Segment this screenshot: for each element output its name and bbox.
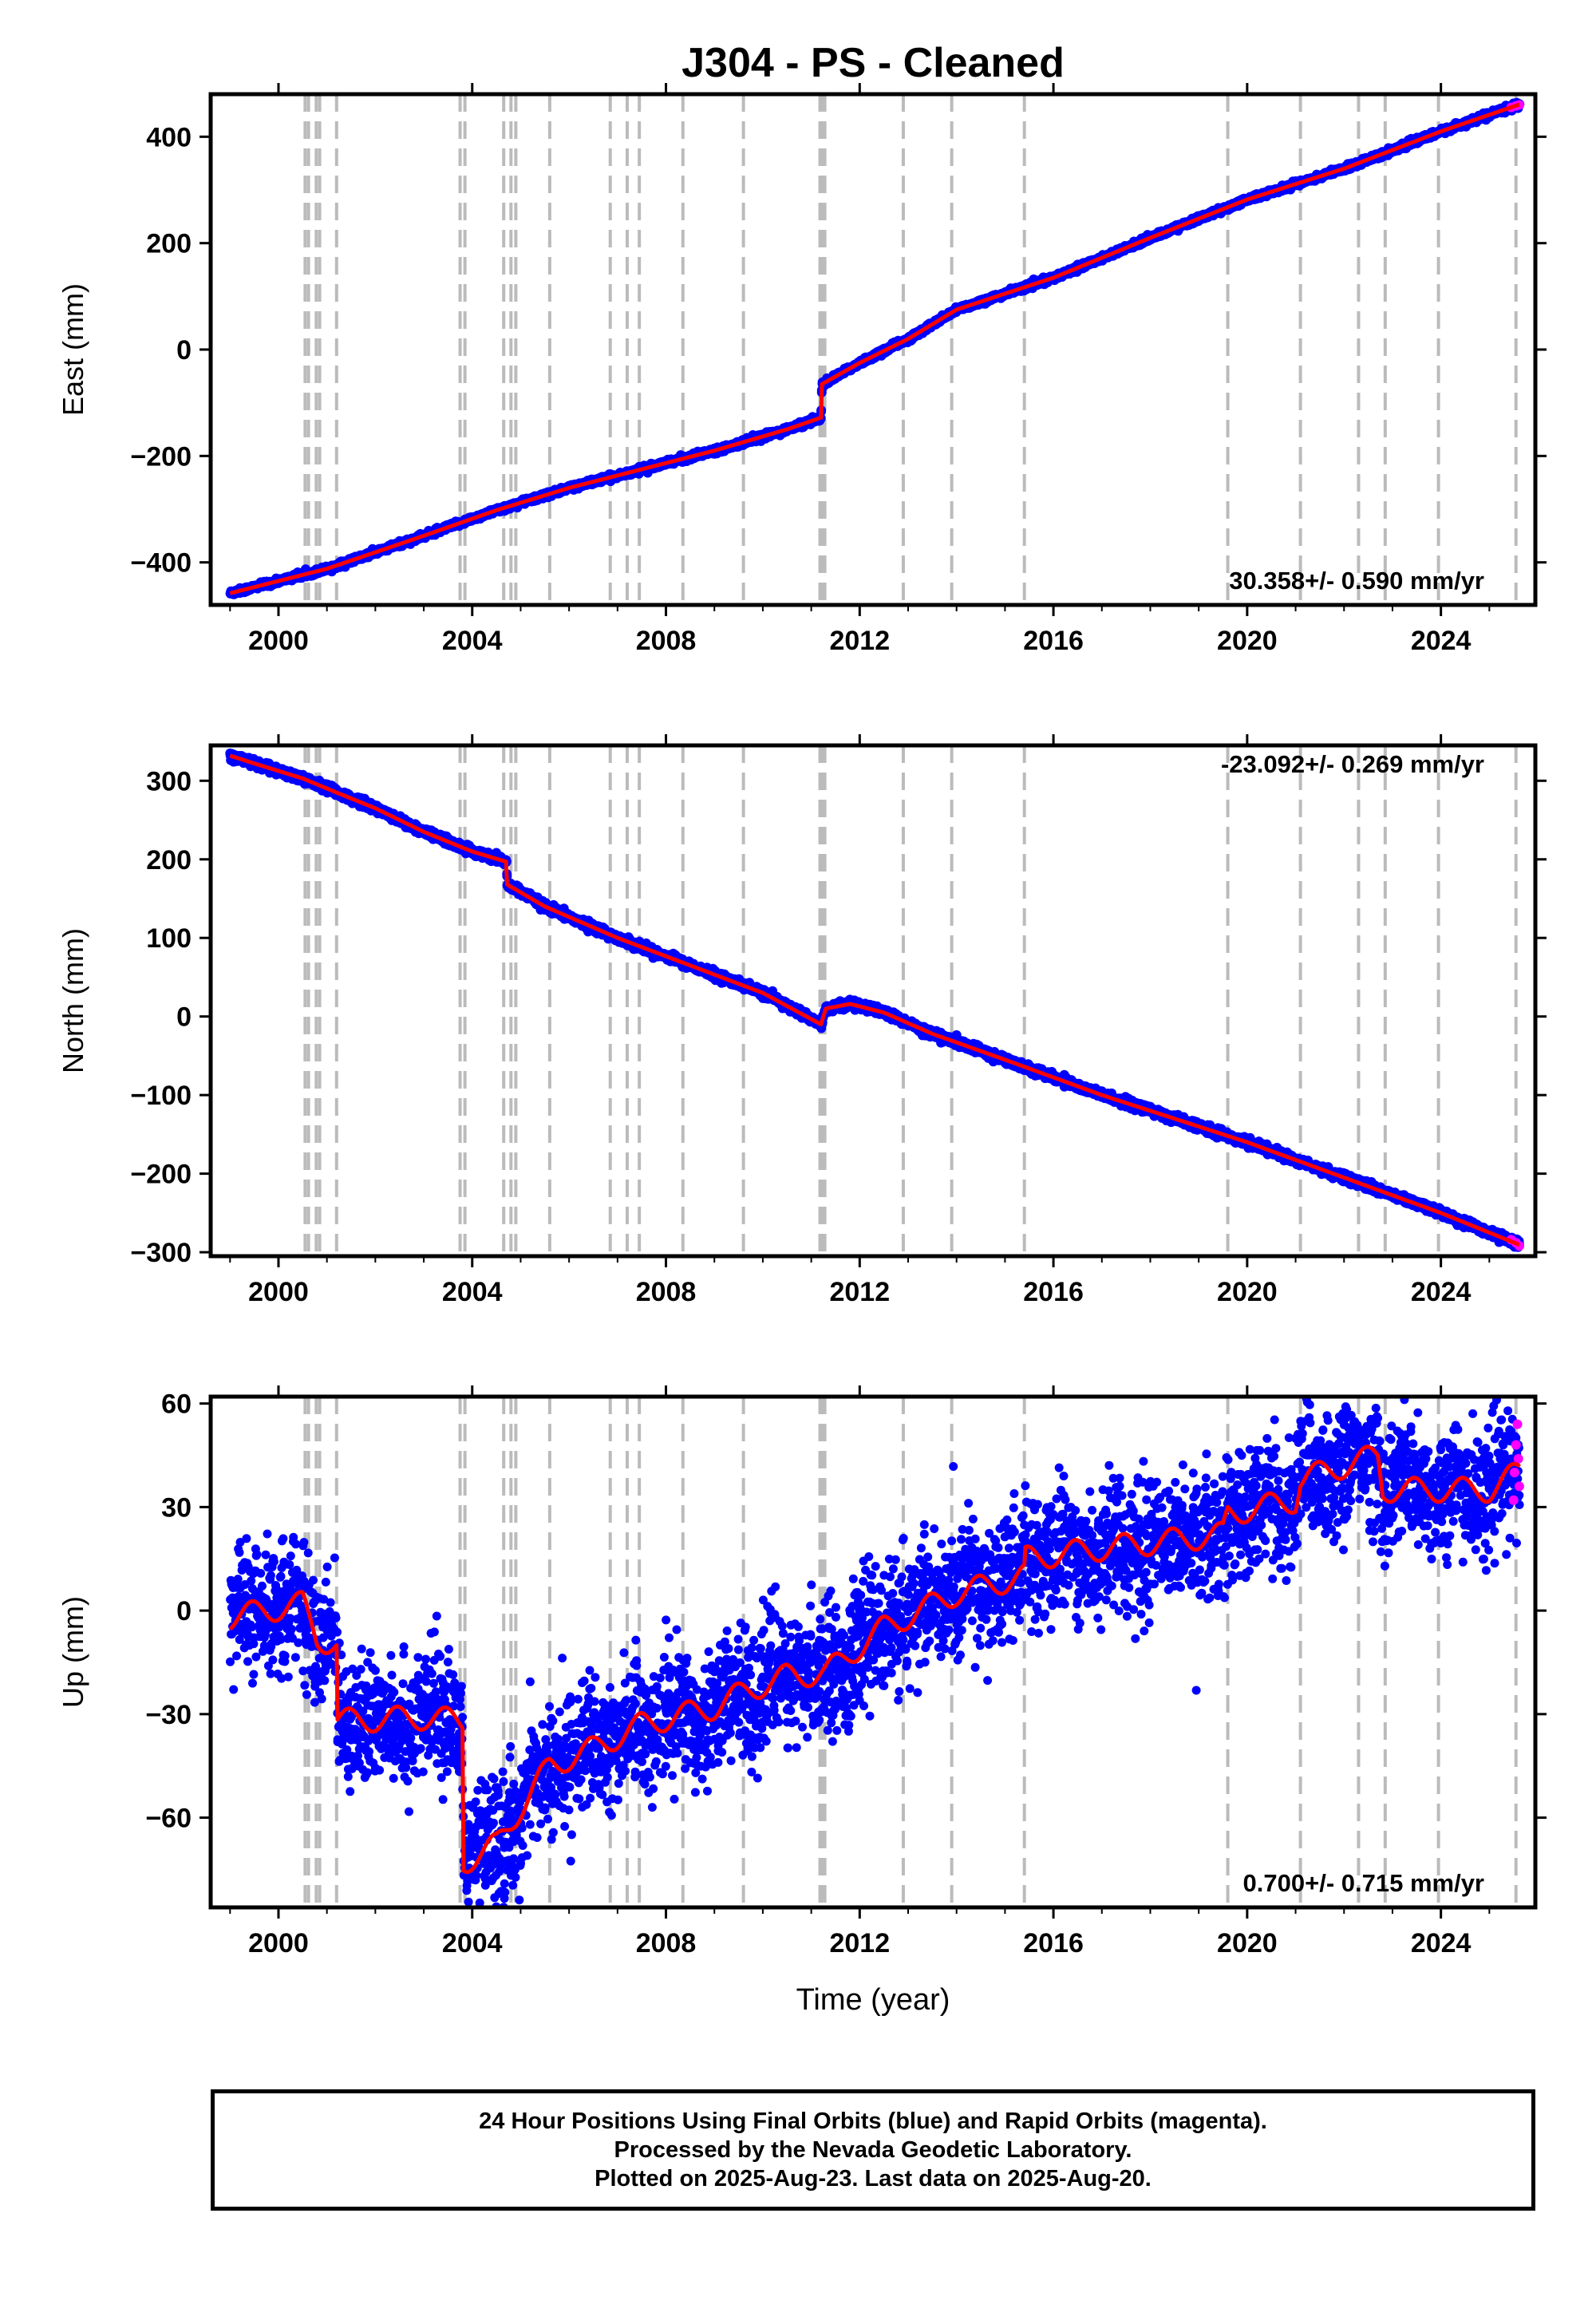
y-tick-label: −200: [130, 441, 192, 472]
y-tick-label: 0: [176, 335, 192, 366]
panel-east: −400 −200 0 200 400 2000 2004 2008 2012 2016 2020 2…: [57, 83, 1547, 656]
y-axis-title: East (mm): [57, 283, 89, 416]
plot-area: [225, 745, 1524, 1256]
final-orbit-points: [225, 748, 1524, 1252]
x-tick-label: 2020: [1217, 626, 1278, 656]
x-tick-label: 2012: [829, 626, 890, 656]
y-tick-label: −400: [130, 548, 192, 579]
chart-title: J304 - PS - Cleaned: [681, 40, 1065, 86]
y-tick-label: 400: [146, 122, 192, 152]
plot-area: [225, 94, 1525, 605]
x-tick-label: 2008: [636, 626, 697, 656]
y-tick-label: 200: [146, 229, 192, 259]
x-tick-label: 2016: [1023, 626, 1084, 656]
x-tick-label: 2024: [1411, 626, 1472, 656]
x-tick-label: 2004: [442, 626, 503, 656]
x-tick-label: 2000: [248, 626, 309, 656]
rate-label: 30.358+/- 0.590 mm/yr: [1229, 567, 1484, 595]
